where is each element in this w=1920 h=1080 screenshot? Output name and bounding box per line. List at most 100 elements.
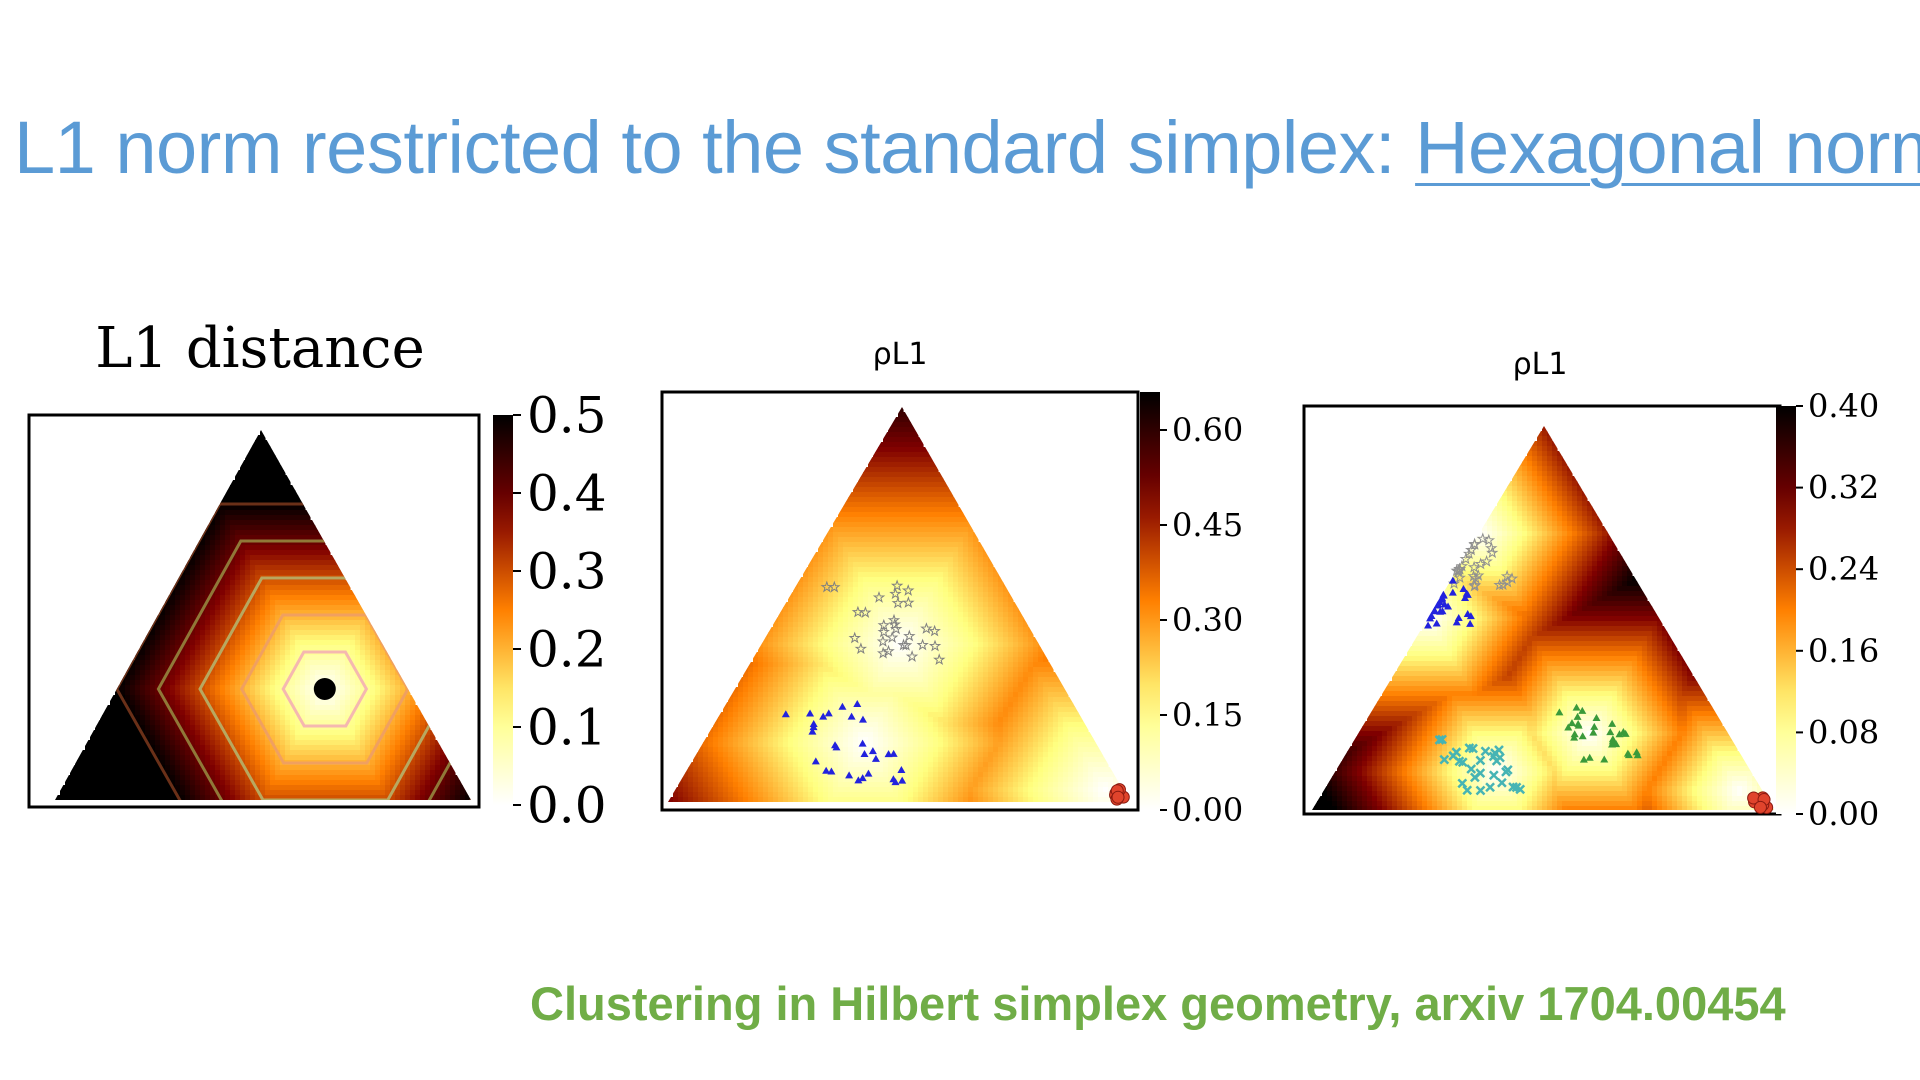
chart-2-colorbar-label-3: 0.16 xyxy=(1808,632,1879,670)
chart-2-series-3-point-18 xyxy=(1496,578,1510,591)
chart-1-series-1-point-29 xyxy=(828,580,841,593)
chart-2-series-4-point-29 xyxy=(1461,594,1470,602)
chart-2-series-3-point-27 xyxy=(1500,569,1514,582)
chart-2-series-4-point-12 xyxy=(1448,588,1457,596)
chart-1-series-2-point-4 xyxy=(868,747,877,755)
chart-1-series-2-point-11 xyxy=(831,741,840,749)
rho-l1-chart-1: ρL1 0.60 0.45 0.30 0.15 0.00 xyxy=(660,337,1243,829)
chart-2-series-3-point-3 xyxy=(1493,578,1506,591)
chart-2-series-3-point-6 xyxy=(1467,560,1481,573)
chart-1-series-2-point-29 xyxy=(864,769,873,777)
chart-2-colorbar-label-2: 0.24 xyxy=(1808,550,1879,588)
chart-2-series-4-point-0 xyxy=(1459,585,1468,593)
chart-1-series-2-point-2 xyxy=(854,776,863,784)
chart-2-series-1-point-5 xyxy=(1555,708,1564,716)
chart-2-series-3-point-8 xyxy=(1486,546,1499,559)
chart-1-series-2-point-19 xyxy=(898,776,907,784)
chart-2-series-1-point-8 xyxy=(1590,722,1599,730)
chart-1-series-2-point-15 xyxy=(809,723,818,731)
chart-0-colorbar xyxy=(493,415,513,805)
chart-1-series-1-point-8 xyxy=(890,579,904,592)
chart-2-series-2-point-29 xyxy=(1488,751,1499,762)
chart-1-series-2-point-10 xyxy=(824,709,833,717)
chart-1-series-1-point-5 xyxy=(854,642,868,655)
chart-2-series-1-point-9 xyxy=(1589,728,1598,736)
chart-1-series-1-point-7 xyxy=(876,635,890,647)
chart-1-series-2-point-26 xyxy=(827,767,836,775)
chart-1-series-2-point-7 xyxy=(889,749,898,757)
chart-2-series-4-point-22 xyxy=(1432,619,1441,627)
chart-2-colorbar xyxy=(1776,406,1796,814)
chart-1-series-2-point-16 xyxy=(806,709,815,717)
chart-2-series-3-point-11 xyxy=(1453,571,1466,584)
chart-1-series-1-point-13 xyxy=(901,584,915,596)
chart-1-series-1-point-16 xyxy=(877,625,890,638)
chart-2-series-4-point-28 xyxy=(1439,590,1448,598)
chart-1-series-1-point-12 xyxy=(903,629,916,642)
chart-1-series-1-point-10 xyxy=(885,631,899,643)
chart-1-series-2-point-27 xyxy=(891,778,900,786)
chart-1-series-1-point-18 xyxy=(928,639,942,652)
chart-1-series-1-point-28 xyxy=(891,596,905,609)
chart-2-series-2-point-10 xyxy=(1466,764,1477,774)
rho-l1-panel-2: ρL1 0.40 0.32 0.24 0.16 0.08 0.00 xyxy=(1300,347,1910,850)
chart-0-colorbar-label-0: 0.5 xyxy=(527,387,607,445)
chart-1-series-1-point-4 xyxy=(920,622,933,634)
chart-1-series-1-point-24 xyxy=(872,590,886,603)
chart-1-series-2-point-23 xyxy=(858,739,867,747)
chart-2-series-2-point-4 xyxy=(1434,735,1445,745)
chart-2-series-1-point-29 xyxy=(1615,730,1624,738)
chart-2-series-3-point-4 xyxy=(1474,557,1487,570)
chart-1-series-2-point-6 xyxy=(838,702,847,710)
chart-1-series-1-point-11 xyxy=(902,596,915,608)
l1-distance-panel: L1 distance 0.5 0.4 0.3 0.2 0.1 0.0 xyxy=(25,316,645,845)
chart-1-series-2-point-24 xyxy=(884,750,893,758)
chart-0-colorbar-label-4: 0.1 xyxy=(527,699,607,757)
chart-0-contour-0 xyxy=(281,650,369,728)
chart-2-series-0-point-7 xyxy=(1753,800,1767,814)
chart-2-series-2-point-2 xyxy=(1457,778,1468,789)
chart-2-series-1-point-25 xyxy=(1606,728,1615,736)
chart-2-series-1-point-22 xyxy=(1578,706,1587,714)
chart-2-series-1-point-28 xyxy=(1574,720,1583,728)
slide-title-text: L1 norm restricted to the standard simpl… xyxy=(14,106,1416,189)
chart-1-series-1-point-0 xyxy=(882,644,895,657)
chart-1-series-2-point-12 xyxy=(858,715,867,723)
chart-2-series-2-point-23 xyxy=(1497,777,1507,788)
chart-1-series-2-point-9 xyxy=(853,699,862,707)
chart-2-series-3-point-21 xyxy=(1472,568,1485,581)
chart-1-series-2-point-3 xyxy=(860,750,869,758)
chart-2-series-3-point-29 xyxy=(1482,533,1496,546)
chart-1-series-2-point-21 xyxy=(822,766,831,774)
chart-2-colorbar-label-0: 0.40 xyxy=(1808,387,1879,425)
chart-2-series-2-point-12 xyxy=(1439,754,1450,765)
chart-2-colorbar-label-1: 0.32 xyxy=(1808,469,1879,507)
chart-2-series-1-point-24 xyxy=(1608,737,1617,745)
chart-2-series-4-point-14 xyxy=(1433,601,1442,609)
chart-1-series-0-point-7 xyxy=(1111,790,1125,804)
chart-1-series-1-point-19 xyxy=(905,650,919,662)
chart-1-series-1-point-27 xyxy=(877,646,890,659)
chart-2-series-4-point-24 xyxy=(1466,612,1475,620)
chart-1-series-2-point-20 xyxy=(819,712,828,720)
chart-1-field xyxy=(668,407,1129,802)
hexagonal-norm-link[interactable]: Hexagonal norm xyxy=(1415,106,1920,189)
chart-1-series-2-point-13 xyxy=(811,757,820,765)
chart-0-title: L1 distance xyxy=(95,316,425,381)
chart-2-series-2-point-22 xyxy=(1454,756,1465,767)
chart-0-colorbar-label-1: 0.4 xyxy=(527,465,607,523)
chart-2-series-3-point-13 xyxy=(1469,571,1482,584)
chart-2-title: ρL1 xyxy=(1513,347,1568,382)
chart-2-series-2-point-17 xyxy=(1437,734,1447,745)
chart-2-series-2-point-24 xyxy=(1475,768,1486,779)
chart-2-series-2-point-19 xyxy=(1515,784,1526,795)
chart-1-colorbar-label-1: 0.45 xyxy=(1172,506,1243,544)
chart-1-series-1-point-20 xyxy=(928,624,941,637)
chart-2-series-4-point-13 xyxy=(1424,621,1433,629)
chart-0-center-marker xyxy=(313,678,336,700)
chart-2-series-3-point-10 xyxy=(1468,538,1481,550)
chart-2-series-2-point-7 xyxy=(1480,746,1491,757)
chart-2-series-1-point-1 xyxy=(1572,703,1581,711)
chart-2-series-2-point-13 xyxy=(1488,770,1499,781)
chart-0-colorbar-label-3: 0.2 xyxy=(527,621,607,679)
